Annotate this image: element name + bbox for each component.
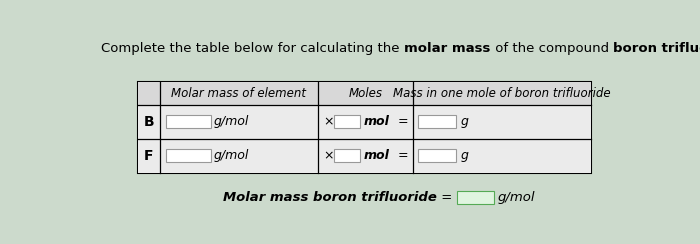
Text: ×: ×	[323, 115, 334, 128]
Bar	[418, 149, 456, 162]
Text: =: =	[398, 115, 408, 128]
Bar	[138, 139, 591, 173]
Text: of the compound: of the compound	[491, 41, 613, 55]
Text: g/mol: g/mol	[214, 149, 249, 162]
Bar	[166, 115, 211, 128]
Text: =: =	[437, 191, 456, 204]
Bar	[138, 82, 591, 173]
Bar	[138, 105, 591, 139]
Text: F: F	[144, 149, 153, 163]
Text: g: g	[461, 149, 468, 162]
Text: molar mass: molar mass	[404, 41, 491, 55]
Text: Molar mass of element: Molar mass of element	[171, 87, 306, 100]
Bar	[418, 115, 456, 128]
Text: B: B	[144, 115, 154, 129]
Text: mol: mol	[363, 115, 389, 128]
Text: g/mol: g/mol	[498, 191, 535, 204]
Text: =: =	[398, 149, 408, 162]
Text: g/mol: g/mol	[214, 115, 249, 128]
Text: ×: ×	[323, 149, 334, 162]
Bar	[334, 149, 360, 162]
Text: Mass in one mole of boron trifluoride: Mass in one mole of boron trifluoride	[393, 87, 611, 100]
Text: Complete the table below for calculating the: Complete the table below for calculating…	[102, 41, 404, 55]
Text: g: g	[461, 115, 468, 128]
Text: Moles: Moles	[349, 87, 382, 100]
Bar	[166, 149, 211, 162]
Bar	[334, 115, 360, 128]
Text: boron trifluoride: boron trifluoride	[613, 41, 700, 55]
Text: mol: mol	[363, 149, 389, 162]
Bar	[138, 82, 591, 105]
Text: Molar mass boron trifluoride: Molar mass boron trifluoride	[223, 191, 437, 204]
Bar	[456, 191, 494, 204]
